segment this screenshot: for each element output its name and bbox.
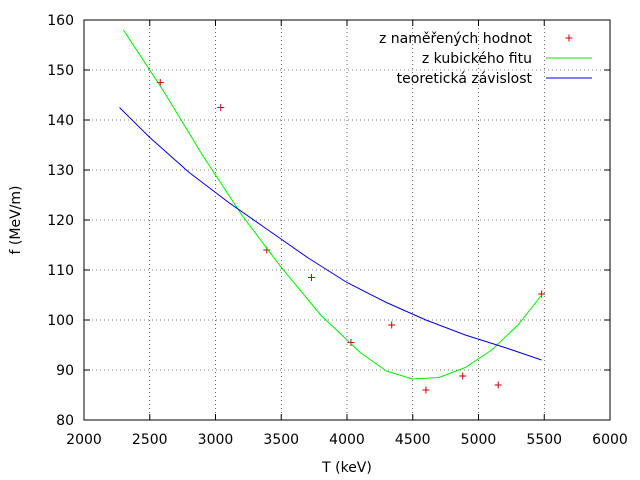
x-tick-label: 4000 — [329, 432, 365, 448]
y-axis: 80 90 100 110 120 130 140 150 160 — [47, 13, 610, 429]
x-tick-label: 2000 — [66, 432, 102, 448]
y-tick-label: 120 — [47, 213, 74, 229]
y-tick-label: 90 — [56, 363, 74, 379]
data-point — [388, 321, 396, 329]
fit-curve — [122, 29, 542, 380]
y-tick-label: 130 — [47, 163, 74, 179]
data-point — [347, 339, 355, 346]
x-tick-label: 5000 — [461, 432, 497, 448]
x-axis-label: T (keV) — [321, 460, 372, 476]
theory-curve — [119, 107, 542, 361]
x-tick-label: 4500 — [395, 432, 431, 448]
x-axis: 2000 2500 3000 3500 4000 4500 5000 5500 6000 — [66, 20, 628, 448]
y-tick-label: 100 — [47, 313, 74, 329]
x-tick-label: 6000 — [592, 432, 628, 448]
legend: z naměřených hodnot z kubického fitu teore… — [379, 31, 592, 87]
y-tick-label: 160 — [47, 13, 74, 29]
data-point — [307, 274, 315, 281]
x-tick-label: 5500 — [526, 432, 562, 448]
y-axis-label: f (MeV/m) — [8, 186, 24, 255]
x-tick-label: 3500 — [263, 432, 299, 448]
legend-label: teoretická závislost — [397, 71, 533, 87]
legend-label: z kubického fitu — [422, 51, 532, 67]
plot-area — [119, 29, 546, 394]
x-tick-label: 3000 — [198, 432, 234, 448]
grid — [84, 20, 610, 420]
data-point — [422, 386, 430, 394]
data-point — [459, 372, 467, 380]
data-point — [538, 290, 546, 298]
y-tick-label: 140 — [47, 113, 74, 129]
x-tick-label: 2500 — [132, 432, 168, 448]
data-point — [494, 381, 502, 389]
data-point — [217, 104, 225, 111]
legend-label: z naměřených hodnot — [379, 31, 533, 47]
y-tick-label: 150 — [47, 63, 74, 79]
y-tick-label: 80 — [56, 413, 74, 429]
y-tick-label: 110 — [47, 263, 74, 279]
